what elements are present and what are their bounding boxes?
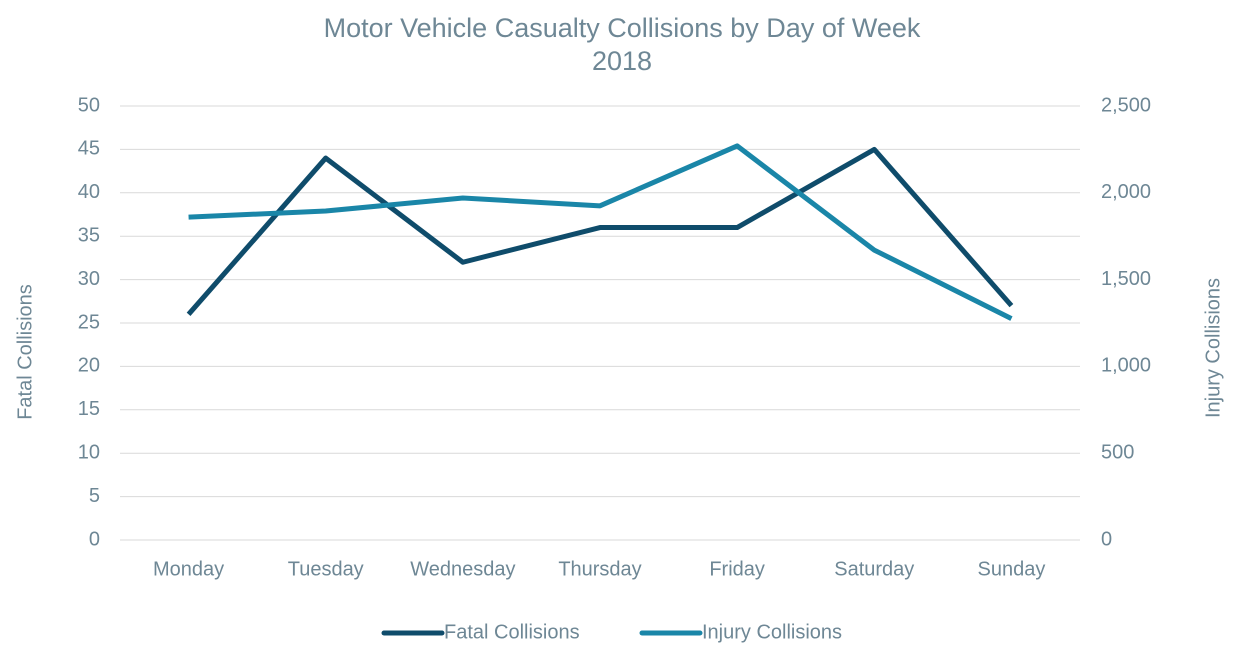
y-tick-label: 20 <box>78 355 100 377</box>
x-tick-label: Monday <box>153 558 224 580</box>
y-tick-label: 10 <box>78 441 100 463</box>
y2-tick-label: 500 <box>1101 441 1134 463</box>
x-tick-label: Thursday <box>558 558 641 580</box>
y-tick-label: 40 <box>78 181 100 203</box>
y2-tick-label: 0 <box>1101 528 1112 550</box>
y2-tick-label: 1,000 <box>1101 355 1151 377</box>
x-tick-label: Tuesday <box>288 558 364 580</box>
line-series <box>188 143 1013 321</box>
y-axis-label: Fatal Collisions <box>14 284 36 420</box>
y-tick-label: 0 <box>89 528 100 550</box>
y2-tick-label: 2,500 <box>1101 94 1151 116</box>
chart-title: Motor Vehicle Casualty Collisions by Day… <box>324 13 921 43</box>
y-tick-label: 45 <box>78 138 100 160</box>
chart-subtitle: 2018 <box>592 46 652 76</box>
legend-label: Injury Collisions <box>702 621 842 643</box>
y2-tick-label: 2,000 <box>1101 181 1151 203</box>
y-tick-label: 5 <box>89 485 100 507</box>
y-tick-label: 15 <box>78 398 100 420</box>
y2-axis-label: Injury Collisions <box>1202 278 1224 418</box>
line-series <box>186 146 1014 316</box>
x-tick-label: Sunday <box>978 558 1046 580</box>
x-tick-label: Wednesday <box>410 558 515 580</box>
y-tick-label: 25 <box>78 311 100 333</box>
y-tick-label: 35 <box>78 224 100 246</box>
y-tick-label: 30 <box>78 268 100 290</box>
x-tick-label: Friday <box>709 558 765 580</box>
x-tick-label: Saturday <box>834 558 914 580</box>
y2-tick-label: 1,500 <box>1101 268 1151 290</box>
legend-label: Fatal Collisions <box>444 621 580 643</box>
y-tick-label: 50 <box>78 94 100 116</box>
